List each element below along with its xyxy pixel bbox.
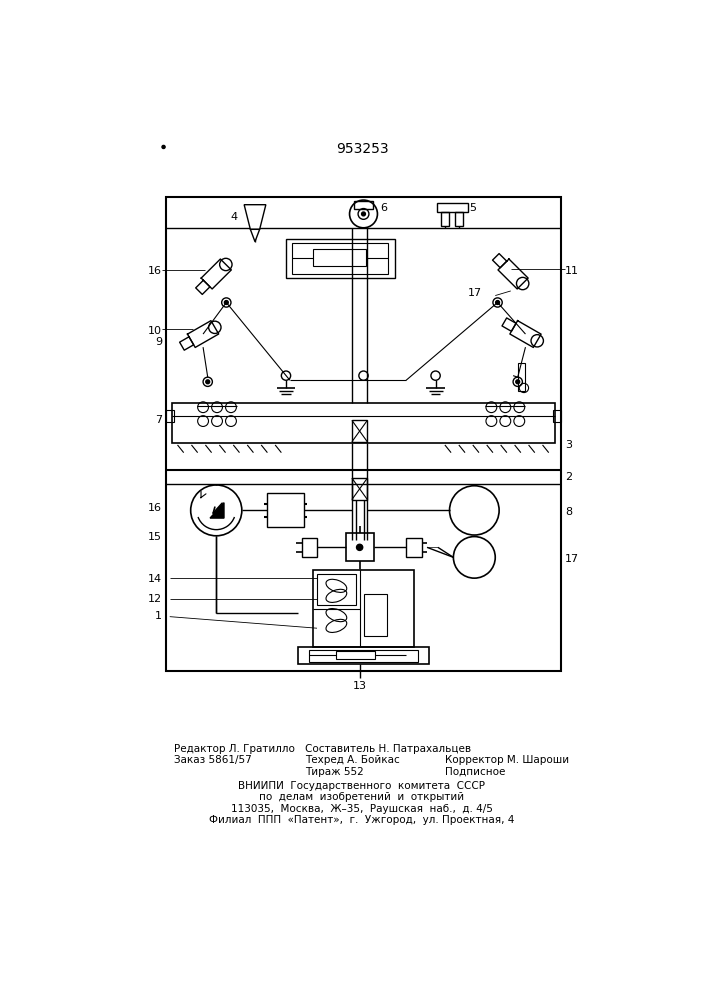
Bar [352,478,368,500]
Circle shape [356,544,363,550]
Bar [301,538,317,557]
Text: 16: 16 [148,503,162,513]
Text: 7: 7 [155,415,162,425]
Text: 9: 9 [155,337,162,347]
Bar [317,574,356,605]
Bar [554,410,561,422]
Text: 14: 14 [148,574,162,584]
Text: Корректор М. Шароши: Корректор М. Шароши [445,755,569,765]
Bar [292,243,388,274]
Text: 13: 13 [353,681,367,691]
Bar [437,203,468,212]
Circle shape [224,301,228,304]
Text: 10: 10 [148,326,162,336]
Circle shape [361,212,366,216]
Polygon shape [210,503,224,518]
Bar [337,651,375,659]
Text: по  делам  изобретений  и  открытий: по делам изобретений и открытий [259,792,464,802]
Bar [441,212,449,226]
Text: 17: 17 [565,554,579,564]
Bar [267,493,304,527]
Bar [286,239,395,278]
Text: 11: 11 [565,266,579,276]
Text: ВНИИПИ  Государственного  комитета  СССР: ВНИИПИ Государственного комитета СССР [238,781,486,791]
Text: 5: 5 [469,203,477,213]
Bar [172,403,555,443]
Bar [166,410,174,422]
Circle shape [206,380,210,384]
Text: Филиал  ППП  «Патент»,  г.  Ужгород,  ул. Проектная, 4: Филиал ППП «Патент», г. Ужгород, ул. Про… [209,815,515,825]
Polygon shape [250,229,259,242]
Text: Подписное: Подписное [445,767,506,777]
Bar [363,594,387,636]
Bar [518,363,525,391]
Text: Техред А. Бойкас: Техред А. Бойкас [305,755,400,765]
Text: Редактор Л. Гратилло: Редактор Л. Гратилло [174,744,295,754]
Text: Заказ 5861/57: Заказ 5861/57 [174,755,252,765]
Bar [455,212,462,226]
Text: Составитель Н. Патрахальцев: Составитель Н. Патрахальцев [305,744,472,754]
Text: 953253: 953253 [336,142,388,156]
Bar [406,538,421,557]
Text: 1: 1 [155,611,162,621]
Text: 113035,  Москва,  Ж–35,  Раушская  наб.,  д. 4/5: 113035, Москва, Ж–35, Раушская наб., д. … [231,804,493,814]
Bar [309,650,418,662]
Circle shape [496,301,500,304]
Bar [354,201,373,209]
Text: 6: 6 [380,203,387,213]
Text: 15: 15 [148,532,162,542]
Text: 17: 17 [468,288,482,298]
Bar [352,420,368,442]
Text: 4: 4 [230,212,238,222]
Text: 16: 16 [148,266,162,276]
Bar [313,249,366,266]
Circle shape [516,380,520,384]
Bar [346,533,373,561]
Bar [166,197,561,671]
Circle shape [162,145,165,148]
Polygon shape [244,205,266,229]
Text: Тираж 552: Тираж 552 [305,767,364,777]
Bar [313,570,414,647]
Text: 3: 3 [565,440,572,450]
Text: 8: 8 [565,507,572,517]
Text: 2: 2 [565,472,572,482]
Bar [298,647,429,664]
Text: 12: 12 [148,594,162,604]
